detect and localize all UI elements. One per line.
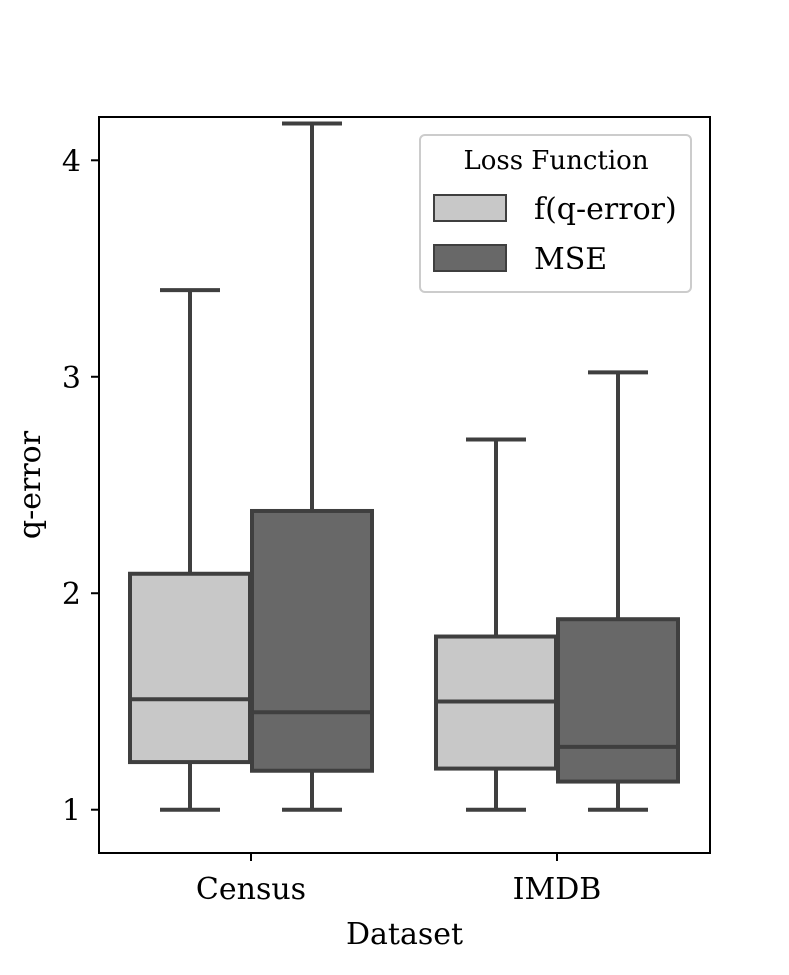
y-axis: 1 2 3 4 (62, 144, 99, 829)
y-tick-label-2: 2 (62, 577, 81, 612)
plot-area (128, 121, 680, 812)
x-tick-label-imdb: IMDB (513, 872, 602, 907)
legend-swatch-mse (433, 244, 507, 272)
y-tick-label-4: 4 (62, 144, 81, 179)
x-axis: Census IMDB (196, 853, 601, 907)
legend-label-f-q-error: f(q-error) (534, 192, 677, 227)
box-group-census-mse (250, 121, 374, 812)
legend-swatch-f-q-error (433, 194, 507, 222)
box-census-f-q-error (128, 571, 252, 765)
box-group-imdb-mse (556, 370, 680, 812)
y-tick-label-3: 3 (62, 361, 81, 396)
box-imdb-mse (556, 617, 680, 784)
legend: Loss Function f(q-error) MSE (419, 134, 692, 293)
x-axis-label: Dataset (346, 917, 463, 952)
y-axis-label: q-error (13, 430, 48, 539)
box-group-census-f-q-error (128, 288, 252, 812)
box-group-imdb-f-q-error (434, 437, 558, 812)
legend-title: Loss Function (463, 146, 648, 176)
x-tick-label-census: Census (196, 872, 306, 907)
axes-frame (98, 116, 711, 854)
y-tick-label-1: 1 (62, 794, 81, 829)
box-census-mse (250, 508, 374, 773)
legend-label-mse: MSE (534, 242, 607, 277)
